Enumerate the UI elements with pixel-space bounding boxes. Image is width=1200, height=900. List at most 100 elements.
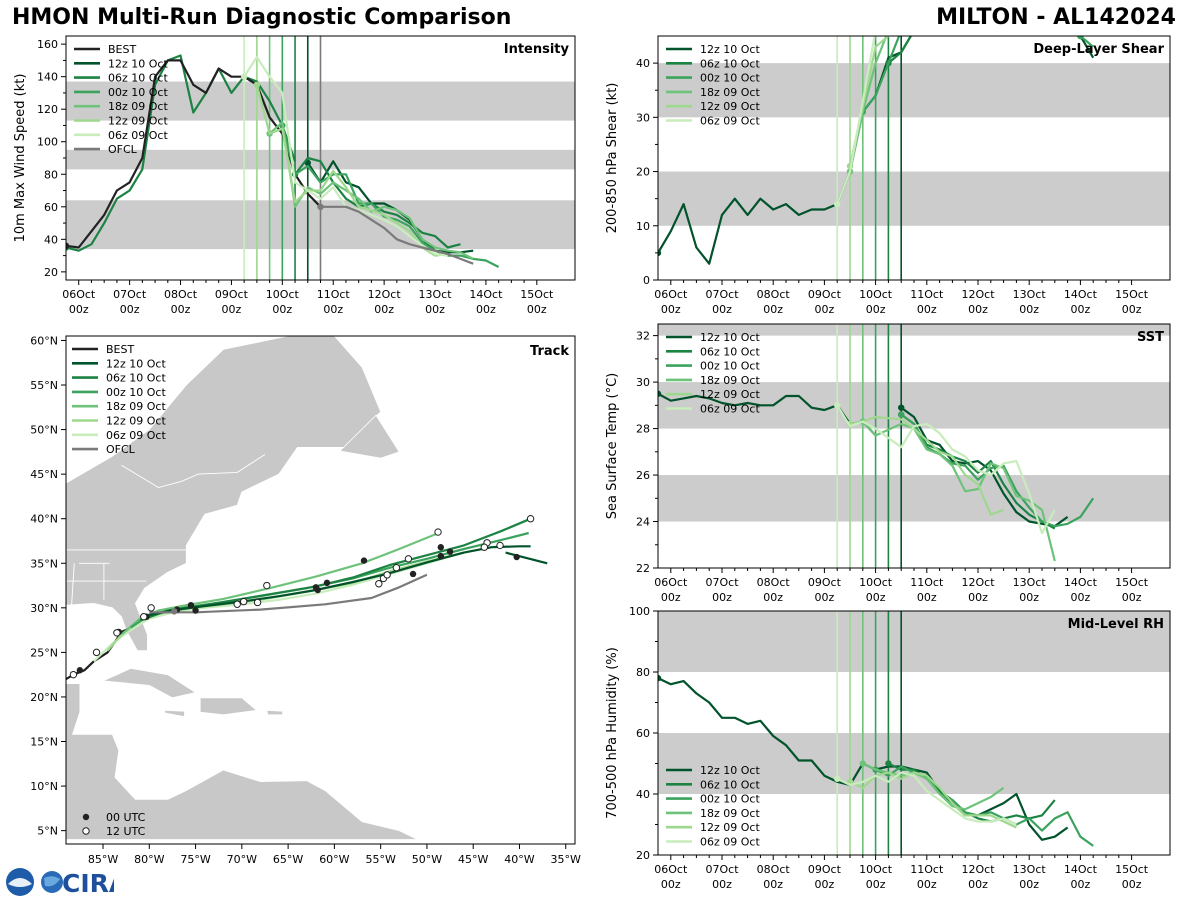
x-tick-label: 35°W <box>551 853 581 866</box>
legend-label: 06z 10 Oct <box>700 778 760 791</box>
track-line <box>139 517 532 622</box>
x-tick-label: 00z <box>968 878 988 891</box>
x-tick-label: 08Oct <box>164 288 198 301</box>
legend-label: 12z 10 Oct <box>108 57 168 70</box>
y-tick-label: 22 <box>636 562 650 575</box>
legend-label: 18z 09 Oct <box>700 374 760 387</box>
x-tick-label: 00z <box>171 303 191 316</box>
x-tick-label: 00z <box>425 303 445 316</box>
x-tick-label: 13Oct <box>419 288 453 301</box>
x-tick-label: 11Oct <box>317 288 351 301</box>
threshold-band <box>658 324 1170 336</box>
y-tick-label: 20 <box>636 166 650 179</box>
legend-label: 00z 10 Oct <box>108 86 168 99</box>
series-start-point <box>898 404 905 411</box>
x-tick-label: 00z <box>374 303 394 316</box>
track-point-12utc <box>113 629 121 637</box>
series-start-point <box>1077 36 1084 40</box>
storm-id: MILTON - AL142024 <box>936 5 1176 30</box>
series-start-point <box>834 775 841 782</box>
plot-frame <box>65 335 576 845</box>
x-tick-label: 07Oct <box>705 863 739 876</box>
x-tick-label: 00z <box>968 591 988 604</box>
y-tick-label: 30 <box>636 376 650 389</box>
x-tick-label: 14Oct <box>1064 863 1098 876</box>
track-point-12utc <box>69 670 78 679</box>
y-tick-label: 24 <box>636 516 650 529</box>
land-mass <box>101 667 197 699</box>
legend-label: 00z 10 Oct <box>700 793 760 806</box>
series-line <box>861 420 1056 562</box>
land-mass <box>66 683 418 840</box>
x-tick-label: 60°W <box>319 853 349 866</box>
x-tick-label: 00z <box>1071 591 1091 604</box>
series-line <box>875 765 1094 847</box>
x-tick-label: 75°W <box>180 853 210 866</box>
plot-area <box>658 611 1170 855</box>
y-tick-label: 40 <box>636 788 650 801</box>
series-line <box>836 404 1056 535</box>
x-tick-label: 07Oct <box>113 288 147 301</box>
track-point-12utc <box>239 597 248 606</box>
plot-area <box>658 324 1170 568</box>
series-line <box>836 771 1017 826</box>
y-axis-label: 200-850 hPa Shear (kt) <box>605 83 620 234</box>
map-area <box>66 336 548 840</box>
legend-label: 06z 10 Oct <box>700 345 760 358</box>
x-tick-label: 14Oct <box>1064 288 1098 301</box>
y-tick-label: 45°N <box>30 468 58 481</box>
series-line <box>849 415 1004 516</box>
x-tick-label: 00z <box>866 878 886 891</box>
track-point-12utc <box>480 543 489 551</box>
panel-intensity: 20 40 60 80 100 120 140 160 06Oct 00z 07Oct 00z 08Oc… <box>13 35 576 316</box>
series-start-point <box>658 674 662 682</box>
legend-label: 18z 09 Oct <box>700 807 760 820</box>
panel-title: Deep-Layer Shear <box>1033 42 1164 57</box>
series-start-point <box>658 390 662 397</box>
legend-marker-12utc <box>82 827 90 835</box>
land-mass <box>266 709 284 716</box>
track-point-12utc <box>92 648 101 657</box>
y-tick-label: 25°N <box>30 646 58 659</box>
y-tick-label: 120 <box>37 103 58 116</box>
x-tick-label: 15Oct <box>1115 863 1149 876</box>
track-point-12utc <box>404 555 413 563</box>
y-tick-label: 30 <box>636 111 650 124</box>
x-tick-label: 00z <box>1019 878 1039 891</box>
series-line <box>66 54 297 252</box>
y-tick-label: 50°N <box>30 424 58 437</box>
track-point-00utc <box>513 553 520 561</box>
x-tick-label: 06Oct <box>654 863 688 876</box>
track-point-00utc <box>314 586 321 594</box>
x-tick-label: 10Oct <box>859 863 893 876</box>
x-tick-label: 11Oct <box>910 863 944 876</box>
x-tick-label: 09Oct <box>808 576 842 589</box>
x-tick-label: 14Oct <box>469 288 503 301</box>
x-tick-label: 70°W <box>227 853 257 866</box>
x-tick-label: 00z <box>815 878 835 891</box>
series-start-point <box>240 73 248 80</box>
y-tick-label: 20 <box>636 849 650 862</box>
series-start-point <box>317 203 324 210</box>
series-line <box>66 59 322 249</box>
panel-title: SST <box>1137 330 1164 345</box>
panel-sst: 22 24 26 28 30 32 06Oct 00z 07Oct 00z 08Oct 00z 09Oc… <box>605 323 1171 604</box>
track-point-00utc <box>437 544 445 551</box>
track-point-12utc <box>434 528 442 536</box>
y-tick-label: 60 <box>44 201 58 214</box>
track-point-00utc <box>187 601 195 609</box>
threshold-band <box>658 171 1170 226</box>
x-tick-label: 00z <box>815 303 835 316</box>
x-tick-label: 00z <box>763 303 783 316</box>
y-tick-label: 40 <box>44 233 58 246</box>
legend-label: 00z 10 Oct <box>700 360 760 373</box>
x-tick-label: 00z <box>1122 878 1142 891</box>
track-point-00utc <box>437 552 445 560</box>
x-tick-label: 00z <box>866 591 886 604</box>
x-tick-label: 07Oct <box>705 288 739 301</box>
legend-label: OFCL <box>108 143 138 156</box>
y-tick-label: 10 <box>636 220 650 233</box>
x-tick-label: 12Oct <box>961 576 995 589</box>
track-point-00utc <box>192 607 199 614</box>
track-point-00utc <box>360 557 368 564</box>
